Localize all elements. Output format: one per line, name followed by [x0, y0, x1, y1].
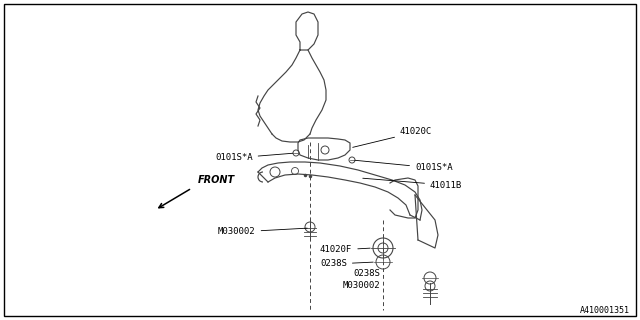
Text: M030002: M030002 — [342, 281, 380, 290]
Text: 41020F: 41020F — [320, 245, 370, 254]
Text: 0238S: 0238S — [320, 260, 373, 268]
Text: M030002: M030002 — [218, 228, 307, 236]
Text: 41011B: 41011B — [363, 178, 462, 189]
Text: 0101S*A: 0101S*A — [215, 153, 293, 163]
Text: 0238S: 0238S — [353, 269, 380, 278]
Text: 41020C: 41020C — [353, 127, 432, 147]
Text: A410001351: A410001351 — [580, 306, 630, 315]
Text: FRONT: FRONT — [198, 175, 235, 185]
Text: 0101S*A: 0101S*A — [355, 160, 452, 172]
